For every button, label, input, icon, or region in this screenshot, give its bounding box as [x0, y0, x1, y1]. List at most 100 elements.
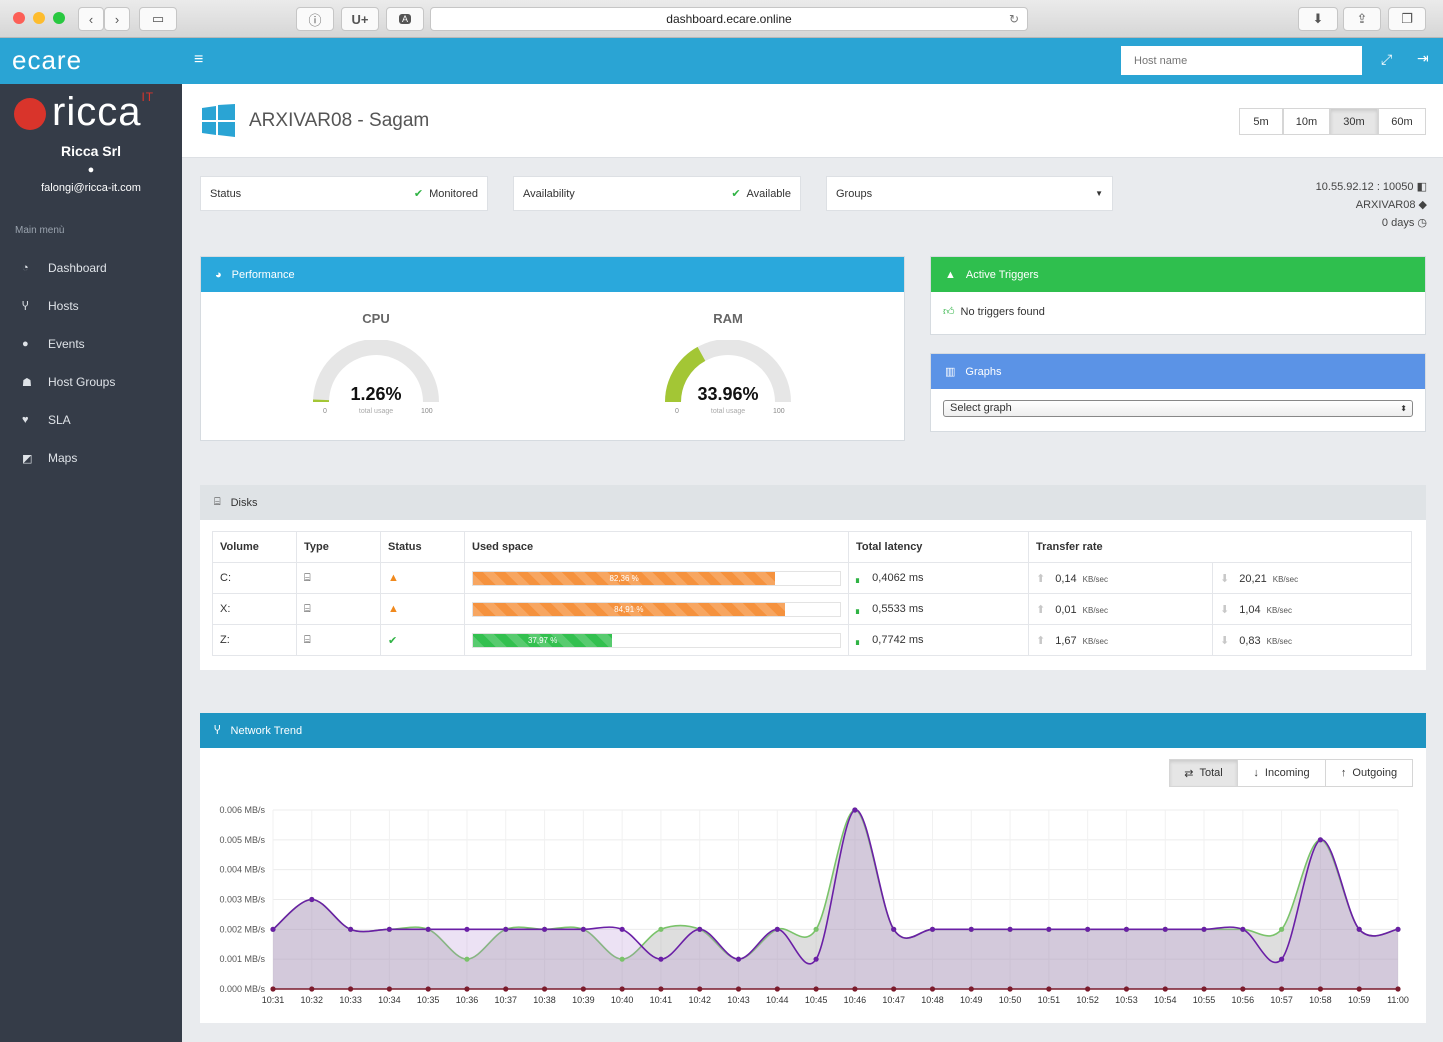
url-text: dashboard.ecare.online — [666, 12, 792, 26]
used-space-bar: 82,36 % — [472, 570, 841, 586]
data-point — [1279, 926, 1285, 932]
rate-unit: KB/sec — [1266, 605, 1292, 615]
used-space-label: 82,36 % — [609, 573, 639, 583]
disks-header: ⌸ Disks — [200, 485, 1426, 520]
rate-unit: KB/sec — [1082, 636, 1108, 646]
sidebar-item-sla[interactable]: ♥ SLA — [0, 401, 182, 439]
network-incoming-button[interactable]: ↓ Incoming — [1237, 759, 1326, 787]
download-icon: ⬇ — [1312, 11, 1324, 26]
fullscreen-icon[interactable]: ⤢ — [1381, 51, 1393, 67]
in-rate-cell: ⬇ 1,04 KB/sec — [1212, 593, 1412, 625]
chevron-right-icon: › — [114, 11, 120, 27]
range-5m-button[interactable]: 5m — [1239, 108, 1283, 135]
minimize-window-button[interactable] — [33, 12, 45, 24]
column-header: Status — [380, 531, 465, 563]
sidebar-item-maps[interactable]: ◩ Maps — [0, 439, 182, 477]
data-point — [735, 986, 742, 992]
bar-chart-icon: ▥ — [945, 366, 956, 378]
tag-icon: ◆ — [1418, 199, 1427, 211]
close-window-button[interactable] — [13, 12, 25, 24]
hdd-icon: ⌸ — [214, 496, 221, 508]
hdd-icon: ⌸ — [296, 562, 381, 594]
used-space-label: 37,97 % — [527, 635, 558, 645]
in-rate-value: 0,83 — [1239, 634, 1261, 647]
network-total-button[interactable]: ⇄ Total — [1169, 759, 1238, 787]
network-header: Ⴤ Network Trend — [200, 713, 1426, 748]
rate-unit: KB/sec — [1082, 605, 1108, 615]
user-icon: ● — [87, 164, 95, 176]
reload-icon[interactable]: ↻ — [1008, 12, 1019, 26]
out-rate-cell: ⬆ 0,01 KB/sec — [1028, 593, 1213, 625]
data-point — [270, 926, 276, 932]
x-tick-label: 10:44 — [766, 995, 789, 1005]
used-space-fill: 84,91 % — [473, 602, 785, 616]
thumbs-up-icon: 👍︎ — [943, 306, 955, 318]
cpu-sub: total usage — [358, 408, 394, 415]
sidebar-item-dashboard[interactable]: ◔ Dashboard — [0, 249, 182, 287]
range-label: 10m — [1295, 115, 1318, 128]
data-point — [929, 926, 936, 932]
range-10m-button[interactable]: 10m — [1283, 108, 1330, 135]
u-plus-extension-button[interactable]: U+ — [341, 7, 379, 31]
x-tick-label: 10:42 — [688, 995, 711, 1005]
used-space-cell: 82,36 % — [464, 562, 849, 594]
forward-button[interactable]: › — [104, 7, 130, 31]
data-point — [1317, 986, 1324, 992]
downloads-button[interactable]: ⬇ — [1298, 7, 1338, 31]
y-tick-label: 0.006 MB/s — [219, 805, 265, 815]
y-tick-label: 0.002 MB/s — [219, 924, 265, 934]
data-point — [929, 986, 936, 992]
data-point — [1395, 926, 1401, 932]
extension-label: U+ — [351, 11, 369, 27]
graph-select[interactable]: Select graph ⬍ — [943, 400, 1413, 417]
data-point — [1046, 926, 1052, 932]
series-area — [273, 810, 1398, 989]
address-bar[interactable]: dashboard.ecare.online ↻ — [430, 7, 1028, 31]
status-box: Status ✔ Monitored — [200, 176, 488, 211]
x-tick-label: 10:39 — [572, 995, 595, 1005]
zoom-window-button[interactable] — [53, 12, 65, 24]
range-60m-button[interactable]: 60m — [1378, 108, 1426, 135]
data-point — [347, 926, 354, 932]
share-button[interactable]: ⇪ — [1343, 7, 1381, 31]
data-point — [580, 926, 586, 932]
latency-value: 0,5533 ms — [872, 603, 924, 615]
button-label: Total — [1199, 767, 1223, 779]
data-point — [697, 926, 703, 932]
tabs-button[interactable]: ❐ — [1388, 7, 1426, 31]
logout-icon[interactable]: ⇥ — [1417, 50, 1429, 66]
column-header: Total latency — [848, 531, 1029, 563]
hamburger-menu-icon[interactable]: ≡ — [194, 51, 204, 68]
sidebar-item-label: Hosts — [48, 299, 79, 313]
password-extension-button[interactable]: ⓘ — [296, 7, 334, 31]
tabs-icon: ❐ — [1401, 11, 1413, 26]
sidebar-toggle-button[interactable]: ▭ — [139, 7, 177, 31]
performance-header: ◕ Performance — [201, 257, 904, 292]
network-outgoing-button[interactable]: ↑ Outgoing — [1325, 759, 1413, 787]
uptime: 0 days — [1381, 217, 1415, 229]
x-tick-label: 10:58 — [1309, 995, 1332, 1005]
data-point — [697, 986, 703, 992]
ecare-logo[interactable]: ecare — [12, 45, 82, 76]
out-rate-cell: ⬆ 1,67 KB/sec — [1028, 624, 1213, 656]
back-button[interactable]: ‹ — [78, 7, 104, 31]
share-square-icon: ◩ — [22, 452, 33, 465]
latency-cell: ▖ 0,4062 ms — [848, 562, 1029, 594]
shield-extension-button[interactable]: A — [386, 7, 424, 31]
brand-name: ricca — [52, 90, 142, 134]
sidebar-item-events[interactable]: ● Events — [0, 325, 182, 363]
triggers-panel: ▲ Active Triggers 👍︎ No triggers found — [930, 256, 1426, 335]
groups-dropdown[interactable]: Groups ▼ — [826, 176, 1113, 211]
disks-table: Volume Type Status Used space Total late… — [212, 531, 1412, 656]
page-title: ARXIVAR08 - Sagam — [249, 110, 430, 131]
sidebar-item-hosts[interactable]: Ⴤ Hosts — [0, 287, 182, 325]
host-search-input[interactable] — [1121, 46, 1362, 75]
range-30m-button[interactable]: 30m — [1330, 108, 1378, 135]
upload-icon: ⬆ — [1036, 603, 1046, 616]
volume-cell: Z: — [212, 624, 297, 656]
x-tick-label: 10:32 — [301, 995, 324, 1005]
table-row: C: ⌸ ▲ 82,36 % ▖ 0,4062 ms ⬆ 0,14 KB/sec ⬇ 2… — [212, 562, 1412, 594]
data-point — [774, 926, 780, 932]
arrow-down-icon: ↓ — [1253, 767, 1259, 779]
sidebar-item-host-groups[interactable]: ☗ Host Groups — [0, 363, 182, 401]
